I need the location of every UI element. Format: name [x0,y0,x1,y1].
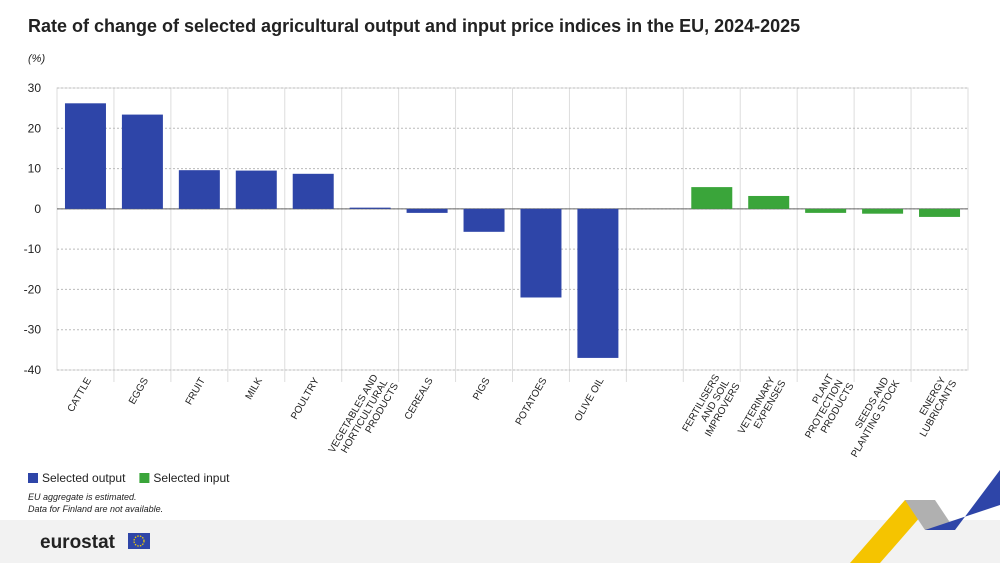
decor [905,500,955,530]
bar [463,208,505,232]
decor [925,470,1000,530]
eu-stars [133,535,145,547]
bar [520,208,562,298]
bar [406,208,448,213]
legend-label: Selected input [153,471,230,485]
legend-swatch [139,473,150,483]
bar [748,195,790,209]
footnote: Data for Finland are not available. [28,504,163,514]
bar [292,173,334,209]
y-tick-label: 10 [28,162,42,176]
bar [691,187,733,209]
legend-label: Selected output [42,471,126,485]
bar [805,208,847,213]
bar [64,103,106,209]
logo-text: eurostat [40,532,116,553]
y-tick-label: 20 [28,121,42,135]
decor [850,500,935,563]
bar [235,170,277,209]
y-tick-label: -20 [24,282,42,296]
eu-flag [128,533,150,549]
bar [349,207,391,209]
y-tick-label: 0 [34,202,41,216]
footer-band [0,520,1000,563]
bar [121,114,163,209]
y-axis-label: (%) [28,53,45,65]
footnote: EU aggregate is estimated. [28,492,137,502]
legend-swatch [28,473,38,483]
bar [178,170,220,209]
bar [862,208,904,214]
bar [577,208,619,358]
y-tick-label: -10 [24,242,42,256]
y-tick-label: -30 [24,323,42,337]
bar [919,208,961,217]
chart-title: Rate of change of selected agricultural … [28,16,800,36]
y-tick-label: 30 [28,81,42,95]
y-tick-label: -40 [24,363,42,377]
